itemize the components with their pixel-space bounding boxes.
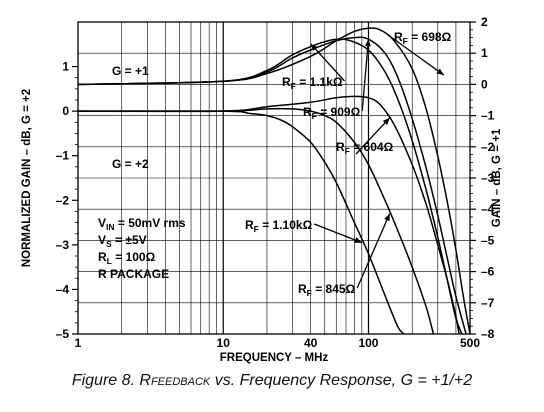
condition-vin: VIN = 50mV rms <box>98 216 186 232</box>
series-curve-5 <box>78 110 405 334</box>
left-tick-label: –5 <box>56 327 70 341</box>
right-tick-label: –6 <box>481 265 495 279</box>
right-tick-label: –3 <box>481 171 495 185</box>
x-tick-label: 500 <box>460 336 480 350</box>
series-label-2: RF = 1.1kΩ <box>282 75 343 91</box>
callout-arrowhead-4 <box>382 117 390 125</box>
left-tick-label: 1 <box>62 60 69 74</box>
series-label-4: RF = 604Ω <box>336 140 394 156</box>
group-label-g2: G = +2 <box>112 157 149 171</box>
right-tick-label: –8 <box>481 327 495 341</box>
callout-arrows <box>310 36 445 289</box>
callout-arrowhead-3 <box>364 39 371 47</box>
callout-line-5 <box>313 223 363 244</box>
right-tick-label: –4 <box>481 202 495 216</box>
y-axis-left-title: NORMALIZED GAIN – dB, G = +2 <box>21 89 33 267</box>
series-label-5: RF = 1.10kΩ <box>245 218 313 234</box>
callout-line-6 <box>356 213 391 289</box>
series-curve-2 <box>78 38 463 334</box>
x-tick-label: 1 <box>75 336 82 350</box>
left-tick-label: –2 <box>56 193 70 207</box>
left-tick-label: 0 <box>62 104 69 118</box>
grid-lines <box>78 22 470 334</box>
callout-arrowhead-2 <box>310 43 318 52</box>
series-label-6: RF = 845Ω <box>298 282 356 298</box>
x-tick-label: 10 <box>217 336 231 350</box>
callout-arrowhead-1 <box>436 68 444 76</box>
series-curve-4 <box>78 95 460 334</box>
right-tick-label: –1 <box>481 109 495 123</box>
condition-package: R PACKAGE <box>98 267 169 281</box>
series-label-3: RF = 909Ω <box>303 105 361 121</box>
condition-rl: RL = 100Ω <box>98 250 156 266</box>
group-label-g1: G = +1 <box>112 64 149 78</box>
figure-caption: Figure 8. RFEEDBACK vs. Frequency Respon… <box>0 372 544 390</box>
response-curves <box>78 27 470 334</box>
caption-subscript: FEEDBACK <box>150 376 211 388</box>
condition-vs: VS = ±5V <box>98 233 147 249</box>
y-axis-right-title: GAIN – dB, G = +1 <box>491 128 503 227</box>
series-label-1: RF = 698Ω <box>394 30 452 46</box>
caption-suffix: vs. Frequency Response, G = +1/+2 <box>210 372 473 389</box>
right-tick-label: –5 <box>481 233 495 247</box>
left-tick-label: –1 <box>56 149 70 163</box>
left-tick-label: –4 <box>56 282 70 296</box>
callout-line-3 <box>361 39 370 112</box>
callout-arrowhead-5 <box>354 237 362 243</box>
caption-prefix: Figure 8. R <box>71 372 151 389</box>
callout-line-1 <box>390 36 445 76</box>
left-tick-label: –3 <box>56 238 70 252</box>
callout-line-4 <box>355 117 391 155</box>
right-tick-label: –2 <box>481 140 495 154</box>
callout-arrowhead-6 <box>384 213 390 222</box>
right-tick-label: 1 <box>481 46 488 60</box>
series-curve-3 <box>78 36 467 334</box>
right-tick-label: 2 <box>481 15 488 29</box>
callout-line-2 <box>310 43 346 82</box>
series-labels: RF = 698Ω RF = 1.1kΩ RF = 909Ω RF = 604Ω RF … <box>245 30 452 298</box>
x-tick-label: 40 <box>304 336 318 350</box>
series-curve-1 <box>78 27 470 334</box>
right-tick-label: –7 <box>481 296 495 310</box>
series-curve-6 <box>78 107 435 334</box>
x-tick-label: 100 <box>358 336 378 350</box>
right-tick-label: 0 <box>481 77 488 91</box>
x-axis-title: FREQUENCY – MHz <box>220 352 329 364</box>
